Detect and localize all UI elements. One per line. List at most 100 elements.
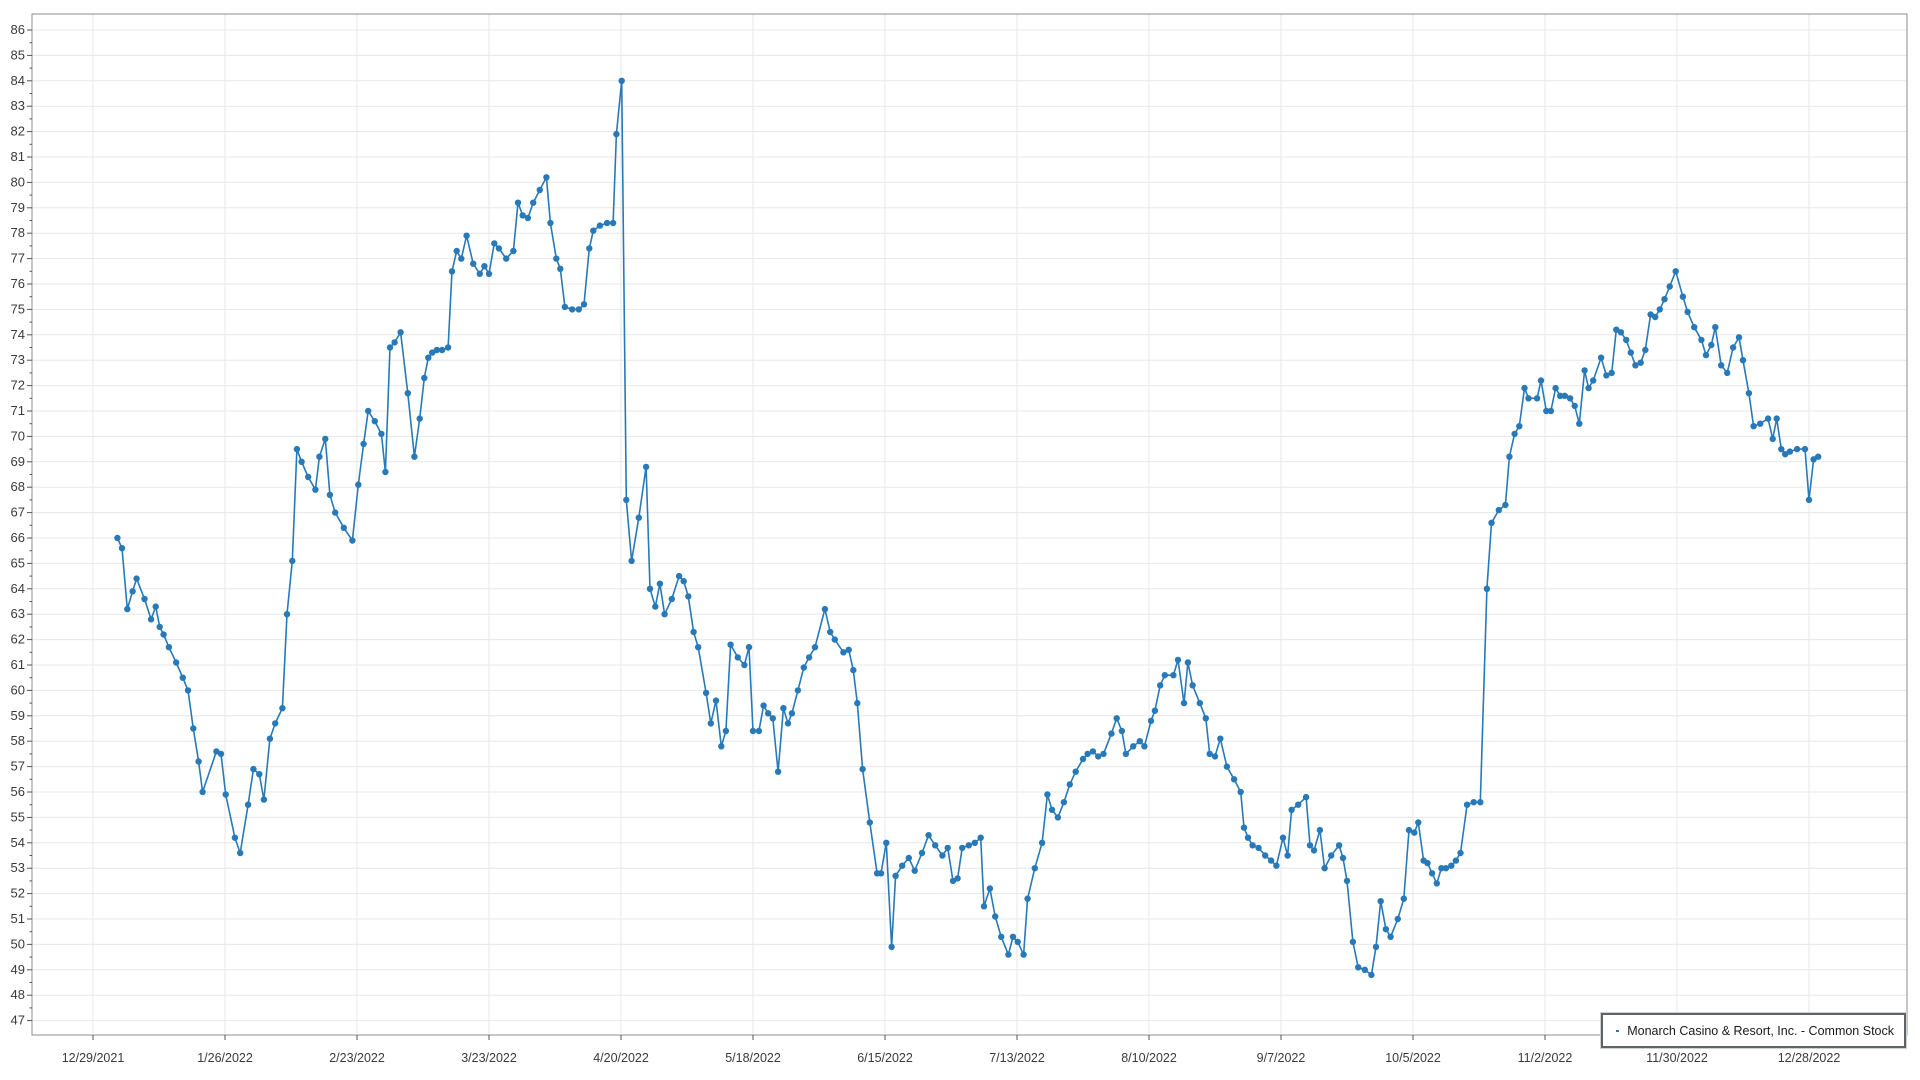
data-point: [1044, 791, 1051, 798]
data-point: [272, 720, 279, 727]
y-tick-label: 74: [11, 327, 25, 342]
data-point: [156, 623, 163, 631]
data-point: [1157, 682, 1164, 689]
y-tick-label: 85: [11, 47, 25, 62]
data-point: [283, 611, 291, 618]
x-tick-label: 2/23/2022: [329, 1051, 385, 1065]
data-point: [1038, 839, 1046, 846]
data-point: [959, 844, 966, 852]
data-point: [1433, 880, 1441, 887]
data-point: [386, 344, 394, 351]
data-point: [1009, 933, 1017, 940]
data-point: [481, 263, 488, 270]
data-point: [774, 768, 782, 775]
data-point: [411, 453, 418, 460]
data-point: [1739, 357, 1747, 364]
data-point: [114, 534, 121, 542]
data-point: [892, 872, 899, 879]
data-point: [1537, 377, 1545, 384]
data-point: [760, 702, 767, 709]
data-point: [646, 585, 654, 592]
data-point: [1778, 445, 1785, 453]
data-point: [1597, 354, 1605, 361]
data-point: [1372, 943, 1380, 951]
data-point: [1072, 768, 1079, 775]
data-point: [312, 486, 319, 493]
data-point: [580, 301, 588, 308]
data-point: [463, 232, 470, 239]
data-point: [1230, 776, 1238, 783]
data-point: [1310, 847, 1318, 854]
data-point: [1060, 799, 1068, 806]
data-point: [1089, 748, 1097, 755]
data-point: [1262, 852, 1269, 859]
data-point: [147, 616, 155, 623]
data-point: [1452, 857, 1460, 864]
data-point: [129, 588, 136, 595]
data-point: [569, 306, 576, 313]
data-point: [1457, 849, 1464, 857]
y-tick-label: 75: [11, 301, 25, 316]
data-point: [491, 240, 498, 247]
data-point: [575, 306, 582, 313]
data-point: [680, 578, 687, 585]
data-point: [1005, 951, 1012, 958]
data-point: [503, 255, 510, 262]
data-point: [1557, 392, 1564, 399]
y-tick-label: 67: [11, 505, 25, 520]
data-point: [1533, 395, 1541, 402]
data-point: [1170, 672, 1177, 679]
data-point: [476, 270, 483, 277]
data-point: [888, 943, 895, 951]
data-point: [1339, 854, 1347, 862]
data-point: [1679, 293, 1687, 300]
data-point: [784, 720, 792, 727]
data-point: [883, 839, 890, 846]
y-tick-label: 73: [11, 352, 25, 367]
x-tick-label: 6/15/2022: [857, 1051, 913, 1065]
data-point: [925, 832, 932, 839]
data-point: [152, 603, 159, 610]
legend[interactable]: Monarch Casino & Resort, Inc. - Common S…: [1600, 1012, 1907, 1049]
data-point: [1627, 349, 1635, 356]
data-point: [1724, 369, 1731, 377]
data-point: [1442, 865, 1450, 872]
data-point: [1483, 585, 1491, 592]
data-point: [1122, 750, 1130, 758]
data-point: [547, 219, 554, 227]
y-tick-label: 65: [11, 555, 25, 570]
data-point: [1656, 306, 1664, 313]
data-point: [965, 842, 972, 849]
data-point: [1566, 395, 1574, 402]
y-tick-label: 47: [11, 1013, 25, 1028]
data-point: [1302, 793, 1310, 801]
data-point: [1237, 788, 1244, 796]
data-point: [980, 903, 988, 910]
data-point: [1702, 351, 1710, 359]
data-point: [690, 628, 697, 636]
data-point: [1361, 966, 1369, 973]
data-point: [998, 933, 1005, 940]
data-point: [118, 545, 126, 552]
y-tick-label: 84: [11, 73, 25, 88]
data-point: [642, 463, 650, 471]
y-tick-label: 70: [11, 428, 25, 443]
data-point: [1108, 730, 1115, 737]
data-point: [586, 245, 593, 252]
data-point: [519, 212, 526, 219]
data-point: [293, 445, 301, 453]
data-point: [1672, 268, 1679, 275]
data-point: [1189, 682, 1196, 689]
data-point: [1506, 453, 1513, 460]
data-point: [378, 430, 385, 438]
data-point: [1279, 834, 1287, 841]
data-point: [470, 260, 477, 267]
y-tick-label: 57: [11, 759, 25, 774]
data-point: [340, 524, 347, 531]
y-tick-label: 80: [11, 174, 25, 189]
data-point: [613, 130, 620, 138]
legend-series-label: Monarch Casino & Resort, Inc. - Common S…: [1627, 1023, 1894, 1038]
data-point: [160, 631, 167, 638]
data-point: [124, 605, 131, 613]
data-point: [603, 219, 611, 227]
